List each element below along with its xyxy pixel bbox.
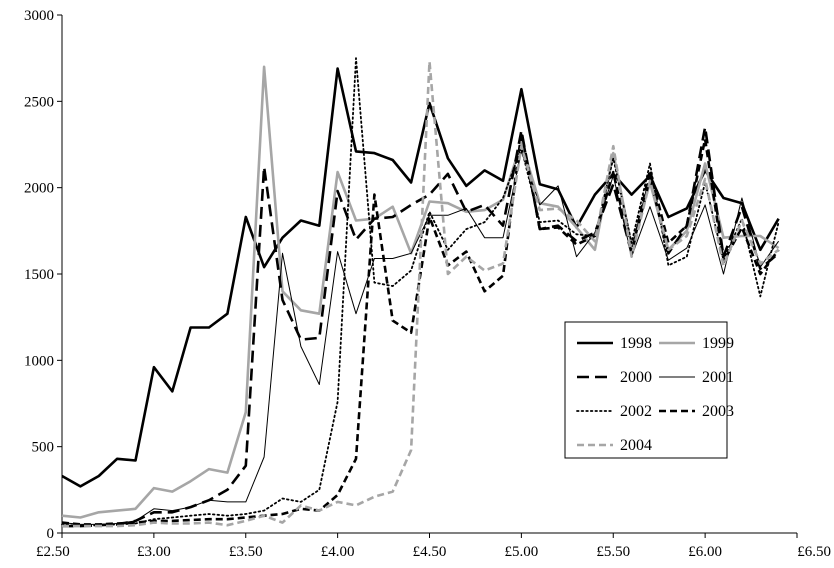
legend-label-2001: 2001	[702, 369, 734, 386]
x-tick-label: £4.50	[413, 544, 447, 560]
x-tick-label: £2.50	[36, 544, 70, 560]
x-tick-label: £5.50	[596, 544, 630, 560]
y-tick-label: 2000	[24, 181, 54, 197]
y-tick-label: 1500	[24, 267, 54, 283]
y-tick-label: 3000	[24, 8, 54, 24]
legend-label-2004: 2004	[620, 437, 652, 454]
legend-label-2000: 2000	[620, 369, 652, 386]
legend-label-2002: 2002	[620, 403, 652, 420]
series-lines	[61, 57, 780, 528]
x-tick-label: £6.00	[688, 544, 722, 560]
x-tick-label: £3.00	[137, 544, 171, 560]
series-line-2004	[62, 60, 780, 528]
legend-label-2003: 2003	[702, 403, 734, 420]
x-tick-label: £4.00	[321, 544, 355, 560]
y-tick-label: 2500	[24, 94, 54, 110]
legend-box	[564, 321, 728, 459]
legend-label-1998: 1998	[620, 335, 652, 352]
legend-label-1999: 1999	[702, 335, 734, 352]
x-tick-label: £5.00	[505, 544, 539, 560]
y-tick-label: 500	[32, 440, 55, 456]
ticks: 0 500 1000 1500 2000 2500 3000 £2.50 £3.00 £3.50 £…	[24, 8, 831, 560]
y-tick-label: 0	[47, 526, 55, 542]
legend: 1998 1999 2000 2001 2002 2003 2004	[564, 321, 734, 459]
y-tick-label: 1000	[24, 353, 54, 369]
x-tick-label: £6.50	[797, 544, 831, 560]
x-tick-label: £3.50	[229, 544, 263, 560]
series-line-1998	[61, 67, 780, 488]
